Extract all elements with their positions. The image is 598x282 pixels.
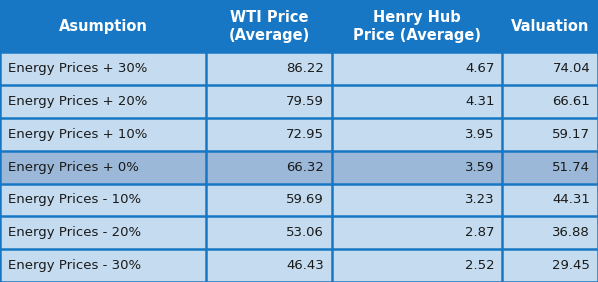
Text: 59.69: 59.69 bbox=[286, 193, 324, 206]
Text: Energy Prices - 10%: Energy Prices - 10% bbox=[8, 193, 141, 206]
Text: 74.04: 74.04 bbox=[553, 62, 590, 75]
Text: 46.43: 46.43 bbox=[286, 259, 324, 272]
Bar bbox=[0, 216, 598, 249]
Text: 2.52: 2.52 bbox=[465, 259, 495, 272]
Bar bbox=[0, 118, 598, 151]
Text: 4.31: 4.31 bbox=[465, 95, 495, 108]
Bar bbox=[0, 85, 598, 118]
Text: WTI Price
(Average): WTI Price (Average) bbox=[228, 10, 310, 43]
Text: 3.23: 3.23 bbox=[465, 193, 495, 206]
Text: Energy Prices - 30%: Energy Prices - 30% bbox=[8, 259, 141, 272]
Text: 3.95: 3.95 bbox=[465, 128, 495, 141]
Bar bbox=[0, 151, 598, 184]
Text: Henry Hub
Price (Average): Henry Hub Price (Average) bbox=[353, 10, 481, 43]
Text: 66.32: 66.32 bbox=[286, 160, 324, 174]
Text: Energy Prices + 10%: Energy Prices + 10% bbox=[8, 128, 147, 141]
Text: 59.17: 59.17 bbox=[552, 128, 590, 141]
Text: 86.22: 86.22 bbox=[286, 62, 324, 75]
Text: Energy Prices + 0%: Energy Prices + 0% bbox=[8, 160, 139, 174]
Text: 36.88: 36.88 bbox=[553, 226, 590, 239]
Text: 79.59: 79.59 bbox=[286, 95, 324, 108]
Text: 72.95: 72.95 bbox=[286, 128, 324, 141]
Text: 53.06: 53.06 bbox=[286, 226, 324, 239]
Text: Energy Prices + 20%: Energy Prices + 20% bbox=[8, 95, 147, 108]
Text: 29.45: 29.45 bbox=[553, 259, 590, 272]
Bar bbox=[0, 52, 598, 85]
Text: Energy Prices - 20%: Energy Prices - 20% bbox=[8, 226, 141, 239]
Text: 2.87: 2.87 bbox=[465, 226, 495, 239]
Bar bbox=[0, 249, 598, 282]
Text: 4.67: 4.67 bbox=[465, 62, 495, 75]
Text: Asumption: Asumption bbox=[59, 19, 148, 34]
Text: 66.61: 66.61 bbox=[553, 95, 590, 108]
Text: Valuation: Valuation bbox=[511, 19, 590, 34]
Bar bbox=[0, 0, 598, 52]
Text: 44.31: 44.31 bbox=[553, 193, 590, 206]
Text: 51.74: 51.74 bbox=[552, 160, 590, 174]
Text: Energy Prices + 30%: Energy Prices + 30% bbox=[8, 62, 147, 75]
Text: 3.59: 3.59 bbox=[465, 160, 495, 174]
Bar bbox=[0, 184, 598, 216]
